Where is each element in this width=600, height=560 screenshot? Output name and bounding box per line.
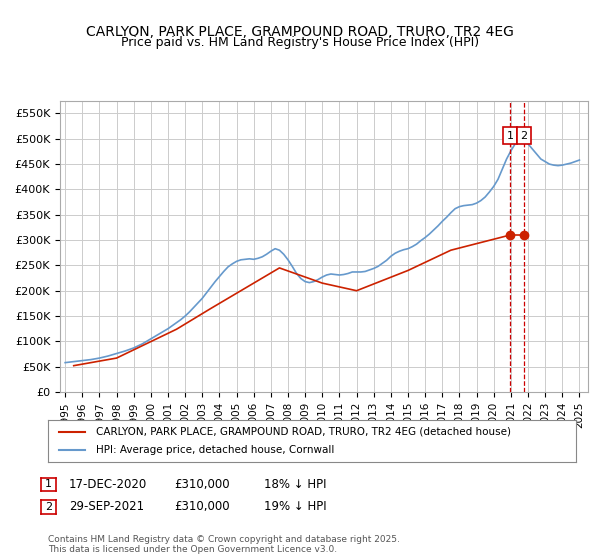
Text: 19% ↓ HPI: 19% ↓ HPI <box>264 500 326 514</box>
Text: Contains HM Land Registry data © Crown copyright and database right 2025.
This d: Contains HM Land Registry data © Crown c… <box>48 535 400 554</box>
Text: 1: 1 <box>45 479 52 489</box>
Text: Price paid vs. HM Land Registry's House Price Index (HPI): Price paid vs. HM Land Registry's House … <box>121 36 479 49</box>
Text: CARLYON, PARK PLACE, GRAMPOUND ROAD, TRURO, TR2 4EG (detached house): CARLYON, PARK PLACE, GRAMPOUND ROAD, TRU… <box>95 427 511 437</box>
Text: 29-SEP-2021: 29-SEP-2021 <box>69 500 144 514</box>
Text: 1: 1 <box>506 130 514 141</box>
Text: 17-DEC-2020: 17-DEC-2020 <box>69 478 147 491</box>
Text: 2: 2 <box>520 130 527 141</box>
Text: 2: 2 <box>45 502 52 512</box>
Text: CARLYON, PARK PLACE, GRAMPOUND ROAD, TRURO, TR2 4EG: CARLYON, PARK PLACE, GRAMPOUND ROAD, TRU… <box>86 25 514 39</box>
Text: £310,000: £310,000 <box>174 500 230 514</box>
Text: HPI: Average price, detached house, Cornwall: HPI: Average price, detached house, Corn… <box>95 445 334 455</box>
Text: £310,000: £310,000 <box>174 478 230 491</box>
Text: 18% ↓ HPI: 18% ↓ HPI <box>264 478 326 491</box>
